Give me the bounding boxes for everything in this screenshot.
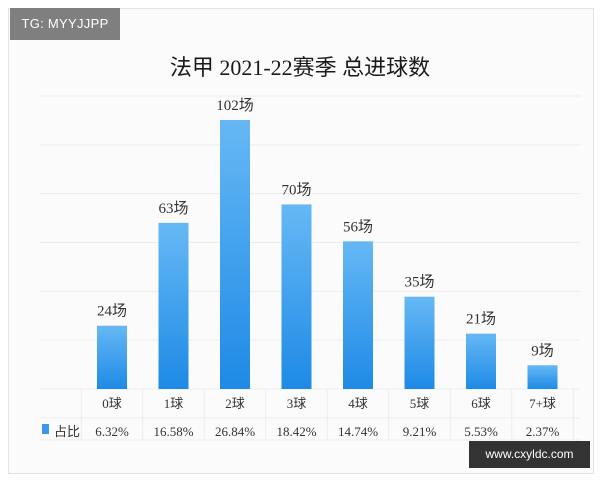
share-label-6: 5.53% [464, 424, 498, 439]
value-label-4: 56场 [343, 218, 373, 235]
value-label-2: 102场 [216, 97, 254, 114]
share-legend-swatch [42, 424, 49, 434]
watermark-badge: TG: MYYJJPP [10, 8, 120, 40]
value-label-3: 70场 [281, 181, 311, 198]
bar-6 [466, 333, 496, 389]
share-label-2: 26.84% [215, 424, 255, 439]
category-label-4: 4球 [348, 396, 368, 411]
category-label-6: 6球 [471, 396, 491, 411]
share-label-3: 18.42% [276, 424, 316, 439]
bar-2 [220, 120, 250, 389]
category-label-3: 3球 [287, 396, 307, 411]
bar-0 [97, 325, 127, 389]
bar-7 [527, 365, 558, 389]
category-label-2: 2球 [225, 396, 245, 411]
value-label-0: 24场 [97, 303, 127, 320]
bar-1 [158, 222, 189, 389]
website-badge: www.cxyldc.com [469, 441, 590, 468]
bar-5 [404, 296, 435, 389]
category-label-7: 7+球 [529, 396, 556, 411]
value-label-7: 9场 [531, 342, 554, 359]
share-label-5: 9.21% [403, 424, 437, 439]
value-label-6: 21场 [466, 311, 496, 328]
share-label-1: 16.58% [153, 424, 193, 439]
value-label-5: 35场 [404, 274, 434, 291]
category-label-0: 0球 [102, 396, 122, 411]
chart-title: 法甲 2021-22赛季 总进球数 [169, 55, 431, 80]
share-label-4: 14.74% [338, 424, 378, 439]
share-legend-label: 占比 [54, 424, 80, 439]
bar-3 [281, 204, 312, 389]
value-label-1: 63场 [158, 200, 188, 217]
share-label-0: 6.32% [95, 424, 129, 439]
category-label-1: 1球 [164, 396, 184, 411]
category-label-5: 5球 [410, 396, 430, 411]
share-label-7: 2.37% [526, 424, 560, 439]
bar-4 [343, 241, 373, 389]
